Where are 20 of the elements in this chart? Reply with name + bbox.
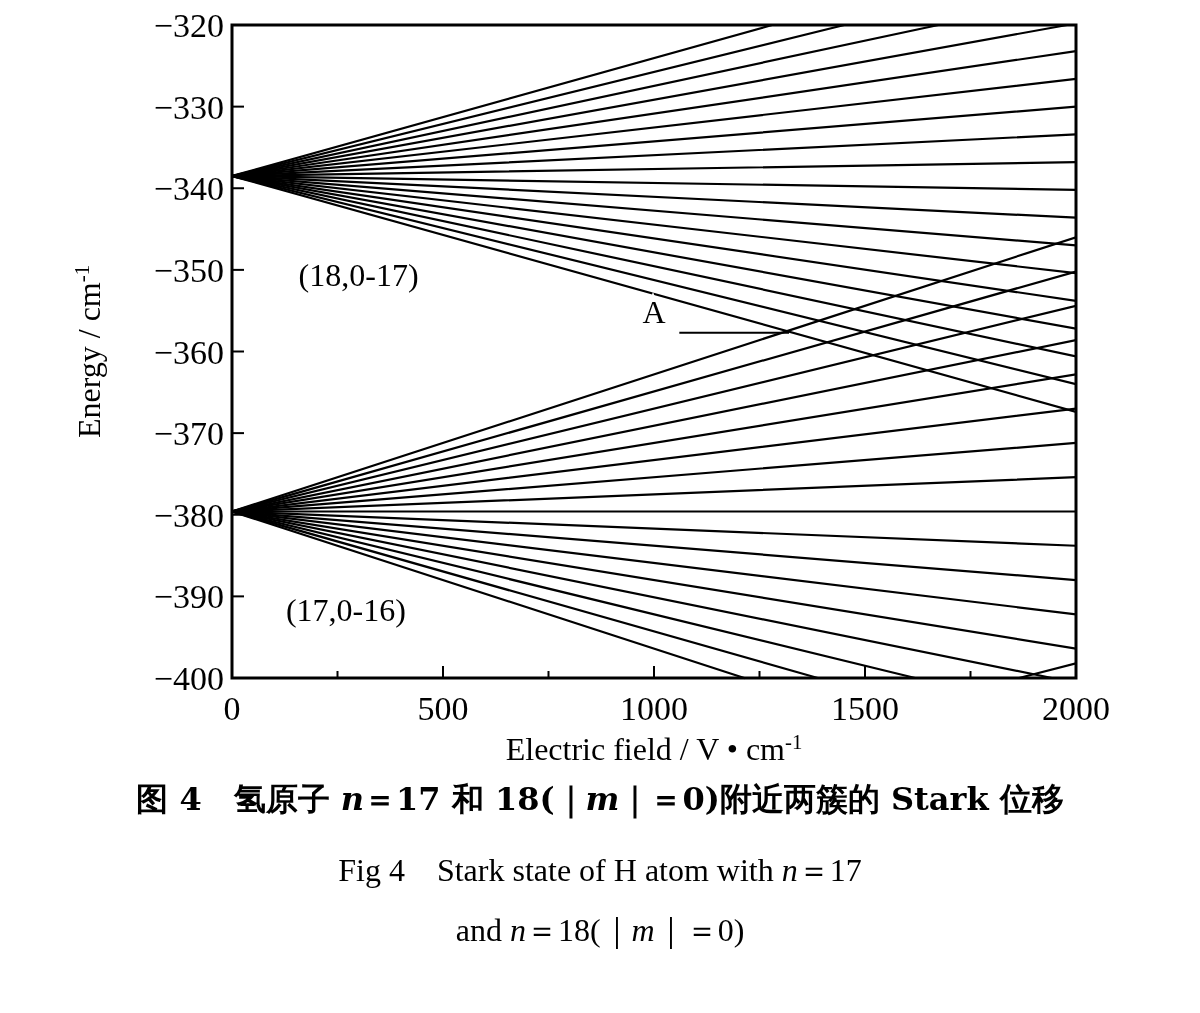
annotation: (17,0-16) [285,591,406,628]
annotation: (18,0-17) [298,257,419,294]
text: Fig 4 Stark state of H atom with n＝17 and n＝18(｜m｜＝0) [338,852,862,948]
x-axis-title: Electric field / V • cm$^{-1}$ [505,729,803,767]
y-tick-label: −370 [153,415,224,453]
y-tick-label: −390 [153,578,224,616]
y-tick-label: −400 [153,660,224,697]
y-tick-label: −380 [153,496,224,534]
y-tick-label: −320 [153,7,224,44]
x-tick-label: 0 [223,690,241,727]
y-tick-label: −340 [153,170,224,208]
x-tick-label: 2000 [1042,690,1110,727]
annotation: A [642,293,666,330]
y-tick-label: −360 [153,333,224,371]
y-tick-label: −330 [153,88,224,126]
x-tick-label: 500 [417,690,469,727]
text: 图 4 氢原子 n＝17 和 18(｜m｜＝0)附近两簇的 Stark 位移 [135,779,1065,821]
x-tick-label: 1500 [831,690,899,727]
x-tick-label: 1000 [620,690,688,727]
y-tick-label: −350 [153,251,224,289]
